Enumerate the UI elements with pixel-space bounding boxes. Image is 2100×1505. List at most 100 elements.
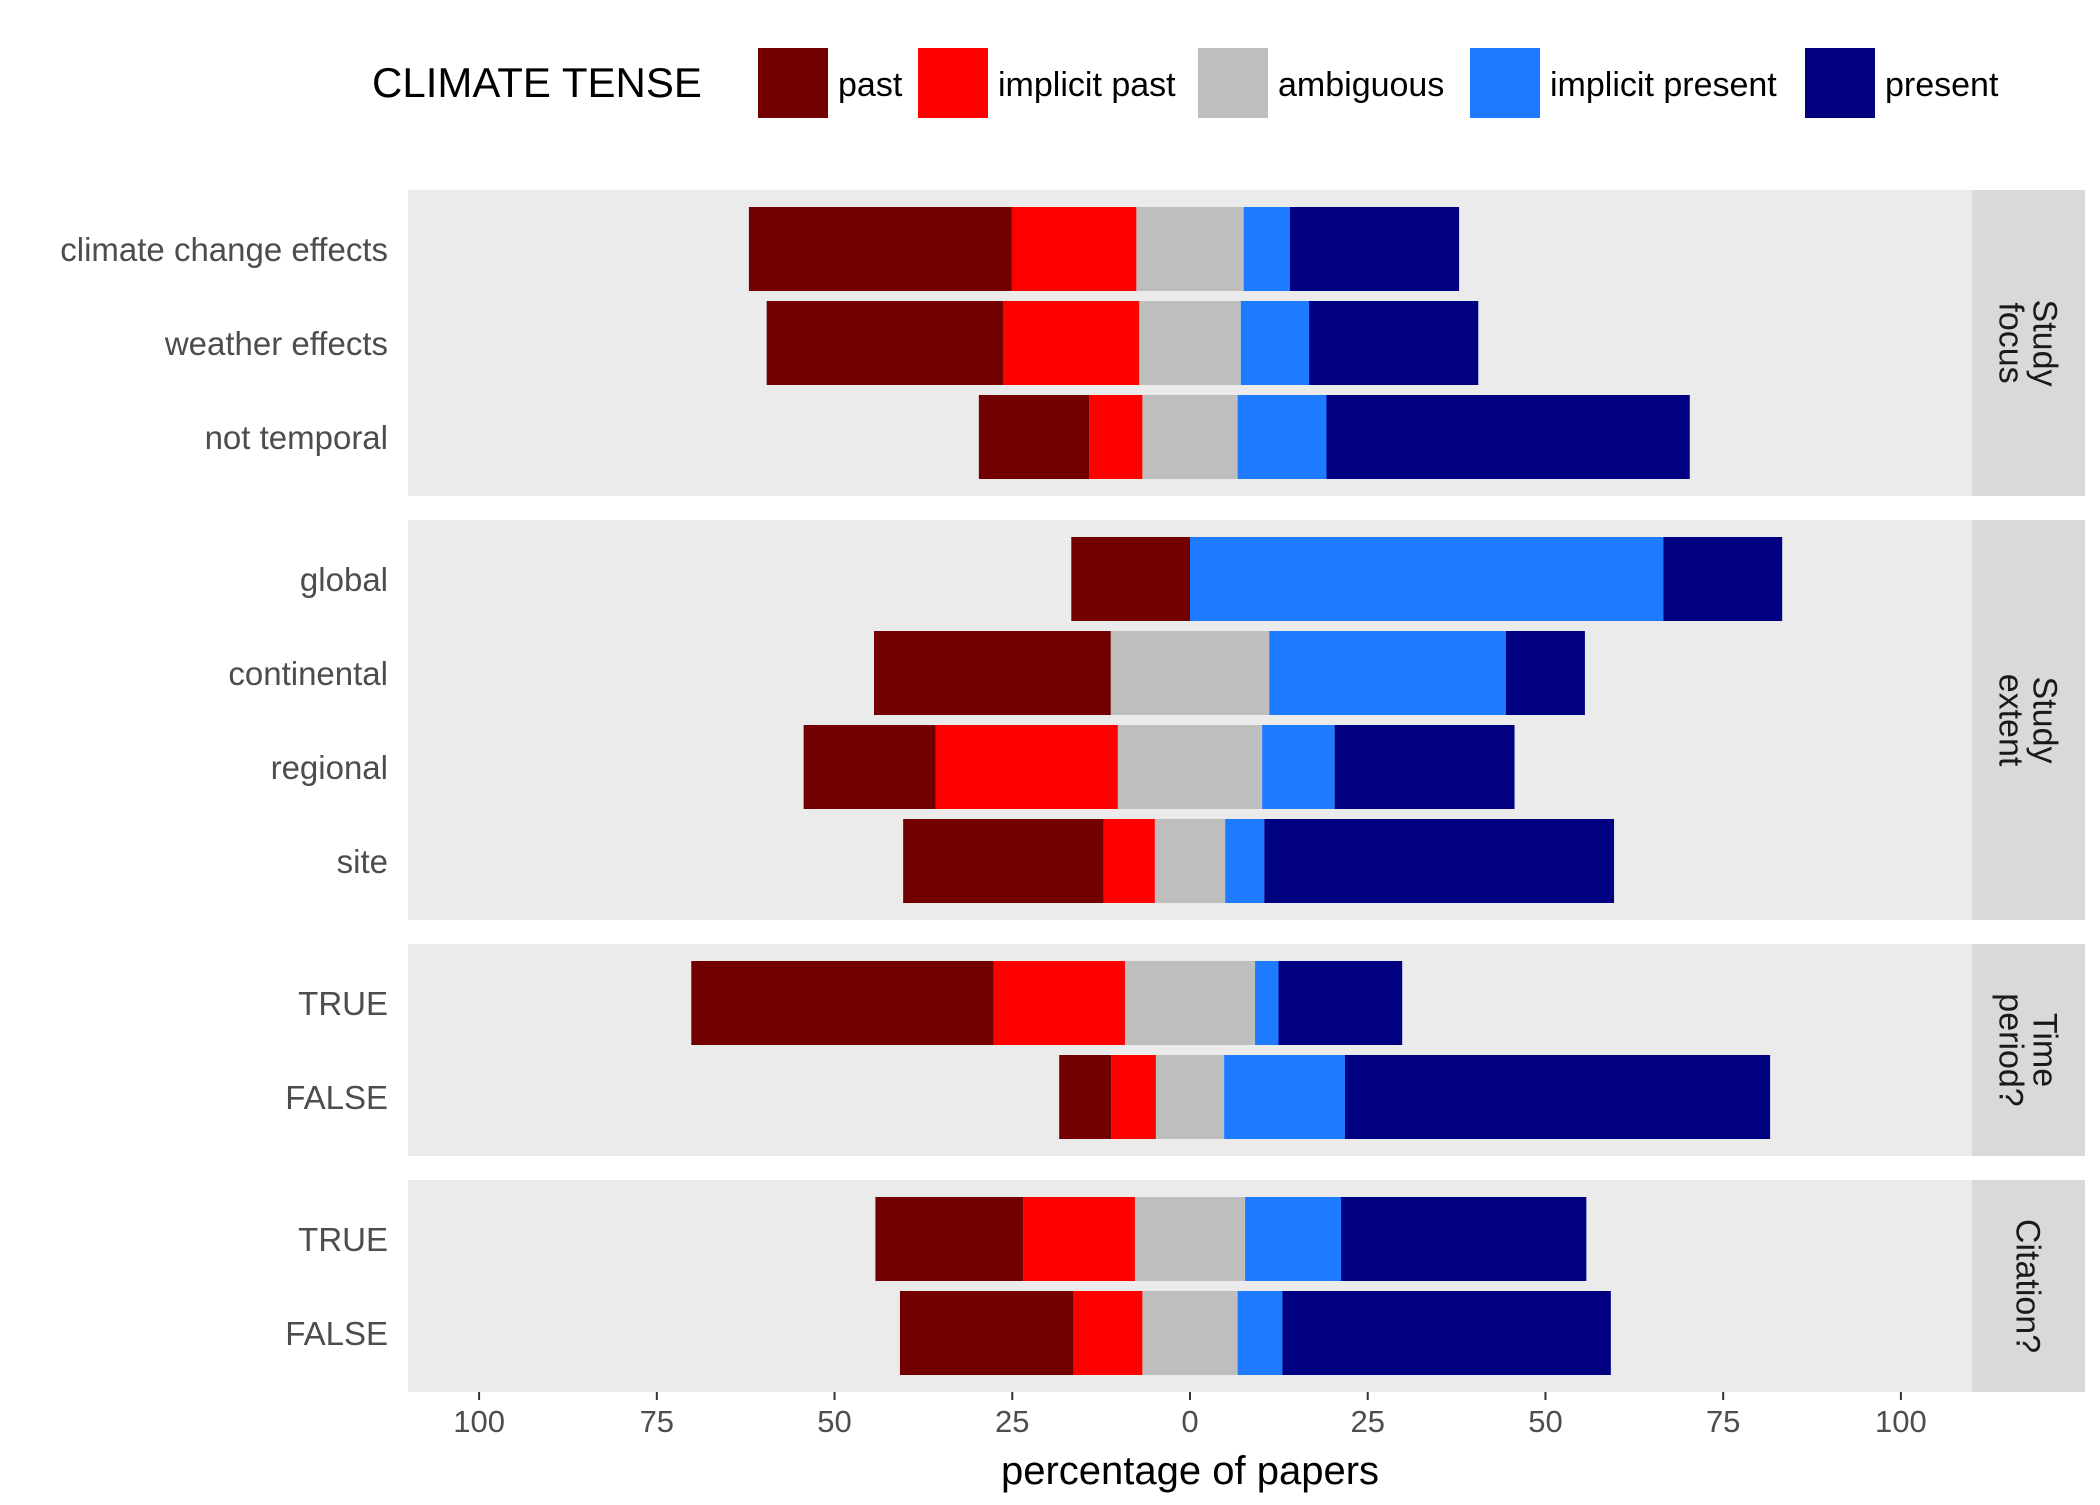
bar-not-temporal-implicit-present (1237, 395, 1327, 479)
x-tick-label: 75 (640, 1404, 674, 1439)
bar-false-implicit-present (1224, 1055, 1345, 1139)
facet-strip-label: Timeperiod? (1992, 993, 2064, 1106)
category-label: regional (271, 749, 388, 786)
facet-strip (1972, 944, 2085, 1156)
category-label: TRUE (298, 1221, 388, 1258)
x-tick-label: 0 (1181, 1404, 1198, 1439)
legend: CLIMATE TENSE past implicit past ambiguous i… (372, 48, 1999, 118)
legend-label-present: present (1885, 66, 1999, 104)
bar-true-ambiguous (1124, 961, 1256, 1045)
bar-continental-ambiguous (1110, 631, 1270, 715)
legend-swatch-implicit-past (918, 48, 988, 118)
bar-true-implicit-present (1245, 1197, 1342, 1281)
bar-climate-change-effects-implicit-past (1011, 207, 1137, 291)
x-tick-label: 100 (453, 1404, 505, 1439)
bar-site-present (1264, 819, 1615, 903)
bar-weather-effects-present (1309, 301, 1479, 385)
category-label: continental (228, 655, 388, 692)
bar-not-temporal-past (978, 395, 1090, 479)
bar-true-present (1278, 961, 1403, 1045)
bar-weather-effects-past (766, 301, 1004, 385)
x-tick-label: 100 (1875, 1404, 1927, 1439)
bar-climate-change-effects-implicit-present (1243, 207, 1290, 291)
facet-strip-label: Studyextent (1992, 674, 2064, 767)
facet-time-period: Timeperiod? TRUE FALSE (285, 944, 2085, 1156)
legend-swatch-implicit-present (1470, 48, 1540, 118)
bar-regional-implicit-present (1262, 725, 1335, 809)
legend-label-ambiguous: ambiguous (1278, 66, 1444, 104)
facet-strip-label: Studyfocus (1992, 300, 2064, 387)
facet-strip (1972, 520, 2085, 920)
category-label: global (300, 561, 388, 598)
x-tick-label: 50 (817, 1404, 851, 1439)
bar-regional-ambiguous (1117, 725, 1263, 809)
category-label: weather effects (164, 325, 388, 362)
legend-label-past: past (838, 66, 903, 104)
bar-true-implicit-past (1023, 1197, 1135, 1281)
bar-false-ambiguous (1142, 1291, 1238, 1375)
legend-title: CLIMATE TENSE (372, 59, 702, 106)
bar-false-implicit-past (1111, 1055, 1156, 1139)
legend-label-implicit-present: implicit present (1550, 66, 1777, 104)
category-label: FALSE (285, 1315, 388, 1352)
bar-true-implicit-past (993, 961, 1125, 1045)
legend-swatch-past (758, 48, 828, 118)
bar-site-implicit-present (1225, 819, 1265, 903)
bar-global-past (1071, 537, 1190, 621)
bar-weather-effects-ambiguous (1139, 301, 1241, 385)
x-tick-label: 25 (995, 1404, 1029, 1439)
bar-false-ambiguous (1155, 1055, 1225, 1139)
bar-site-implicit-past (1103, 819, 1155, 903)
category-label: not temporal (205, 419, 388, 456)
facet-strip (1972, 1180, 2085, 1392)
bar-site-past (903, 819, 1104, 903)
bar-false-past (1059, 1055, 1112, 1139)
facet-strip (1972, 190, 2085, 496)
bar-false-present (1344, 1055, 1771, 1139)
bar-false-present (1282, 1291, 1611, 1375)
facet-study-focus: Studyfocus climate change effects weather … (60, 190, 2085, 496)
bar-climate-change-effects-present (1289, 207, 1460, 291)
bar-true-ambiguous (1134, 1197, 1246, 1281)
bar-not-temporal-present (1326, 395, 1690, 479)
facet-strip-label: Citation? (2009, 1219, 2047, 1353)
bar-true-past (875, 1197, 1024, 1281)
bar-regional-past (803, 725, 936, 809)
x-tick-label: 75 (1706, 1404, 1740, 1439)
bar-weather-effects-implicit-present (1240, 301, 1310, 385)
category-label: FALSE (285, 1079, 388, 1116)
bar-not-temporal-ambiguous (1142, 395, 1238, 479)
bar-continental-present (1505, 631, 1585, 715)
bar-true-present (1341, 1197, 1587, 1281)
legend-label-implicit-past: implicit past (998, 66, 1176, 104)
bar-global-present (1663, 537, 1783, 621)
x-axis-title: percentage of papers (1001, 1449, 1379, 1493)
bar-false-implicit-past (1073, 1291, 1143, 1375)
x-axis: 100 75 50 25 0 25 50 75 100 percentage of papers (453, 1392, 1927, 1493)
facet-citation: Citation? TRUE FALSE (285, 1180, 2085, 1392)
bar-true-past (691, 961, 994, 1045)
x-tick-label: 25 (1350, 1404, 1384, 1439)
bar-climate-change-effects-ambiguous (1136, 207, 1244, 291)
legend-swatch-ambiguous (1198, 48, 1268, 118)
bar-continental-past (874, 631, 1111, 715)
bar-weather-effects-implicit-past (1003, 301, 1140, 385)
facet-panels: Studyfocus climate change effects weather … (60, 190, 2085, 1392)
category-label: TRUE (298, 985, 388, 1022)
bar-regional-implicit-past (935, 725, 1118, 809)
bar-true-implicit-present (1255, 961, 1279, 1045)
bar-not-temporal-implicit-past (1089, 395, 1143, 479)
bar-false-implicit-present (1237, 1291, 1283, 1375)
bar-site-ambiguous (1154, 819, 1226, 903)
bar-global-implicit-present (1190, 537, 1664, 621)
bar-regional-present (1334, 725, 1515, 809)
legend-swatch-present (1805, 48, 1875, 118)
category-label: site (337, 843, 388, 880)
x-tick-label: 50 (1528, 1404, 1562, 1439)
category-label: climate change effects (60, 231, 388, 268)
bar-climate-change-effects-past (748, 207, 1012, 291)
facet-study-extent: Studyextent global continental regional site (228, 520, 2085, 920)
bar-continental-implicit-present (1269, 631, 1506, 715)
